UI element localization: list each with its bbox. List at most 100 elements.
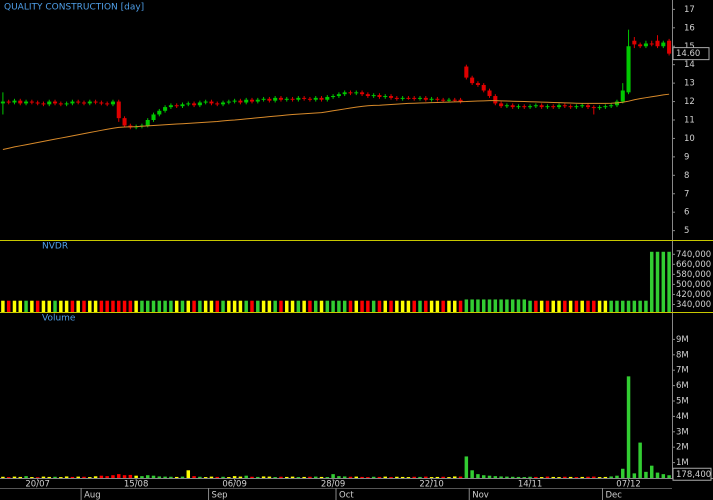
bar xyxy=(267,476,272,478)
bar xyxy=(476,474,480,478)
bar xyxy=(261,476,266,478)
candle-body xyxy=(99,102,104,104)
candle-body xyxy=(226,101,231,103)
bar xyxy=(638,442,642,478)
bar xyxy=(6,300,11,312)
bar xyxy=(563,300,567,312)
bar xyxy=(6,477,11,478)
bar xyxy=(331,300,335,312)
y-tick-label: 500,000 xyxy=(676,280,711,290)
candle-body xyxy=(87,101,92,104)
candle-body xyxy=(626,46,631,93)
bar xyxy=(649,251,654,312)
candle-body xyxy=(383,96,388,98)
bar xyxy=(93,300,98,312)
candle-body xyxy=(354,92,359,94)
bar xyxy=(632,473,637,478)
candle-body xyxy=(539,105,544,108)
y-tick-label: 9 xyxy=(684,152,689,162)
bar xyxy=(238,476,243,478)
bar xyxy=(441,476,445,478)
bar xyxy=(458,476,463,478)
bar xyxy=(12,476,17,478)
bar xyxy=(545,300,550,312)
bar xyxy=(76,300,80,312)
moving-average xyxy=(2,93,670,150)
candle-body xyxy=(221,102,226,105)
bar xyxy=(435,476,440,478)
candle-body xyxy=(70,101,75,104)
bar xyxy=(447,477,451,478)
candle-body xyxy=(591,107,596,109)
bar xyxy=(383,300,387,312)
bar xyxy=(510,299,515,312)
bar xyxy=(163,300,167,312)
candle-body xyxy=(649,43,654,45)
candle-body xyxy=(452,99,457,101)
bar xyxy=(493,299,498,312)
panel-title: NVDR xyxy=(42,242,68,252)
bar xyxy=(273,300,277,312)
bar xyxy=(30,477,34,478)
bar xyxy=(493,476,498,478)
y-tick-label: 5M xyxy=(676,397,689,407)
bar xyxy=(580,300,584,312)
bar xyxy=(313,476,318,478)
candle-body xyxy=(458,99,463,102)
bar xyxy=(528,300,532,312)
bar xyxy=(151,475,156,478)
candle-body xyxy=(41,103,46,105)
candle-body xyxy=(493,96,498,104)
candle-body xyxy=(597,107,602,109)
candle-body xyxy=(643,43,648,47)
candle-body xyxy=(377,95,382,97)
bar xyxy=(331,474,335,478)
panel-title: Volume xyxy=(42,314,76,324)
bar xyxy=(626,300,631,312)
bar xyxy=(221,476,225,478)
bar xyxy=(487,475,492,478)
candle-body xyxy=(435,98,440,100)
y-tick-label: 6M xyxy=(676,381,689,391)
bar xyxy=(424,476,428,478)
bar xyxy=(644,471,648,478)
candle-body xyxy=(174,105,179,107)
bar xyxy=(534,300,538,312)
x-tick-label: 06/09 xyxy=(222,480,247,490)
bar xyxy=(539,300,544,312)
bar xyxy=(621,468,625,478)
candle-body xyxy=(400,97,405,99)
candle-body xyxy=(249,99,255,102)
bar xyxy=(418,476,422,478)
bar xyxy=(174,476,179,478)
bar xyxy=(383,476,387,478)
candle-body xyxy=(255,99,260,102)
bar xyxy=(64,476,69,478)
bar xyxy=(395,476,399,478)
bar xyxy=(516,299,521,312)
bar xyxy=(209,476,214,478)
bar xyxy=(227,300,231,312)
bar xyxy=(510,476,515,478)
bar xyxy=(59,477,63,478)
y-tick-label: 10 xyxy=(684,134,695,144)
bar xyxy=(53,476,57,478)
bar xyxy=(18,300,23,312)
bar xyxy=(557,477,561,478)
bar xyxy=(12,300,17,312)
chart-title: QUALITY CONSTRUCTION [day] xyxy=(4,3,144,13)
bar xyxy=(447,300,451,312)
candle-body xyxy=(64,103,69,105)
volume-marker-box xyxy=(672,467,712,481)
bar xyxy=(122,475,127,478)
candle-body xyxy=(180,104,185,107)
bar xyxy=(551,300,555,312)
bar xyxy=(499,476,503,478)
bar xyxy=(400,476,405,478)
bar xyxy=(366,300,370,312)
candle-body xyxy=(151,114,156,120)
bar xyxy=(429,300,434,312)
candle-body xyxy=(110,101,115,105)
bar xyxy=(638,300,642,312)
bar xyxy=(279,476,283,478)
